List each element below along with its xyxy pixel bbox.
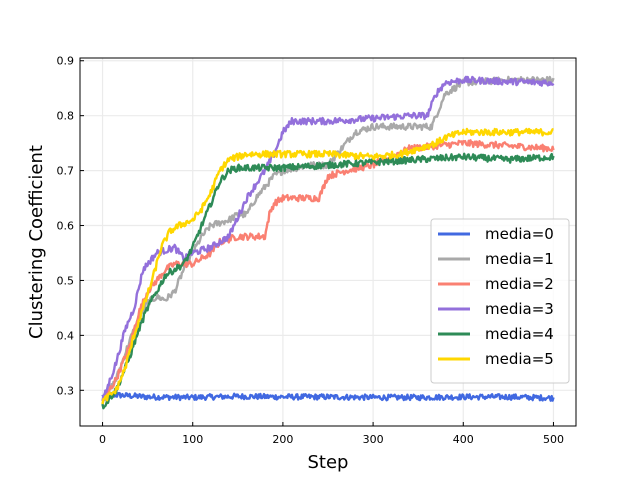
legend-label-media-0: media=0: [485, 225, 554, 243]
y-tick-label: 0.8: [57, 110, 75, 123]
series-lines: [101, 75, 555, 410]
series-line-media-2: [101, 139, 555, 402]
y-tick-label: 0.4: [57, 329, 75, 342]
legend-label-media-3: media=3: [485, 300, 554, 318]
y-tick-label: 0.5: [57, 274, 75, 287]
legend-label-media-2: media=2: [485, 275, 554, 293]
series-line-media-4: [101, 152, 555, 410]
y-tick-label: 0.3: [57, 384, 75, 397]
y-tick-label: 0.6: [57, 220, 75, 233]
y-axis-title: Clustering Coefficient: [26, 145, 47, 339]
series-line-media-0: [101, 391, 555, 402]
x-tick-label: 200: [272, 433, 293, 446]
series-line-media-5: [101, 127, 554, 405]
x-tick-label: 400: [453, 433, 474, 446]
plot-frame: [79, 57, 577, 427]
legend-label-media-5: media=5: [485, 350, 554, 368]
axis-ticks: 0 100 200 300 400 500 0.3 0.4 0.5 0.6 0.7 0.8 0.9: [57, 55, 564, 446]
series-line-media-3: [101, 75, 555, 402]
x-axis-title: Step: [308, 452, 349, 473]
x-tick-label: 100: [182, 433, 203, 446]
x-tick-label: 300: [363, 433, 384, 446]
legend-label-media-1: media=1: [485, 250, 554, 268]
legend: media=0 media=1 media=2 media=3 media=4 media…: [430, 218, 570, 384]
x-tick-label: 500: [543, 433, 564, 446]
x-tick-label: 0: [99, 433, 106, 446]
y-tick-label: 0.9: [57, 55, 75, 68]
y-tick-label: 0.7: [57, 165, 75, 178]
legend-label-media-4: media=4: [485, 325, 554, 343]
